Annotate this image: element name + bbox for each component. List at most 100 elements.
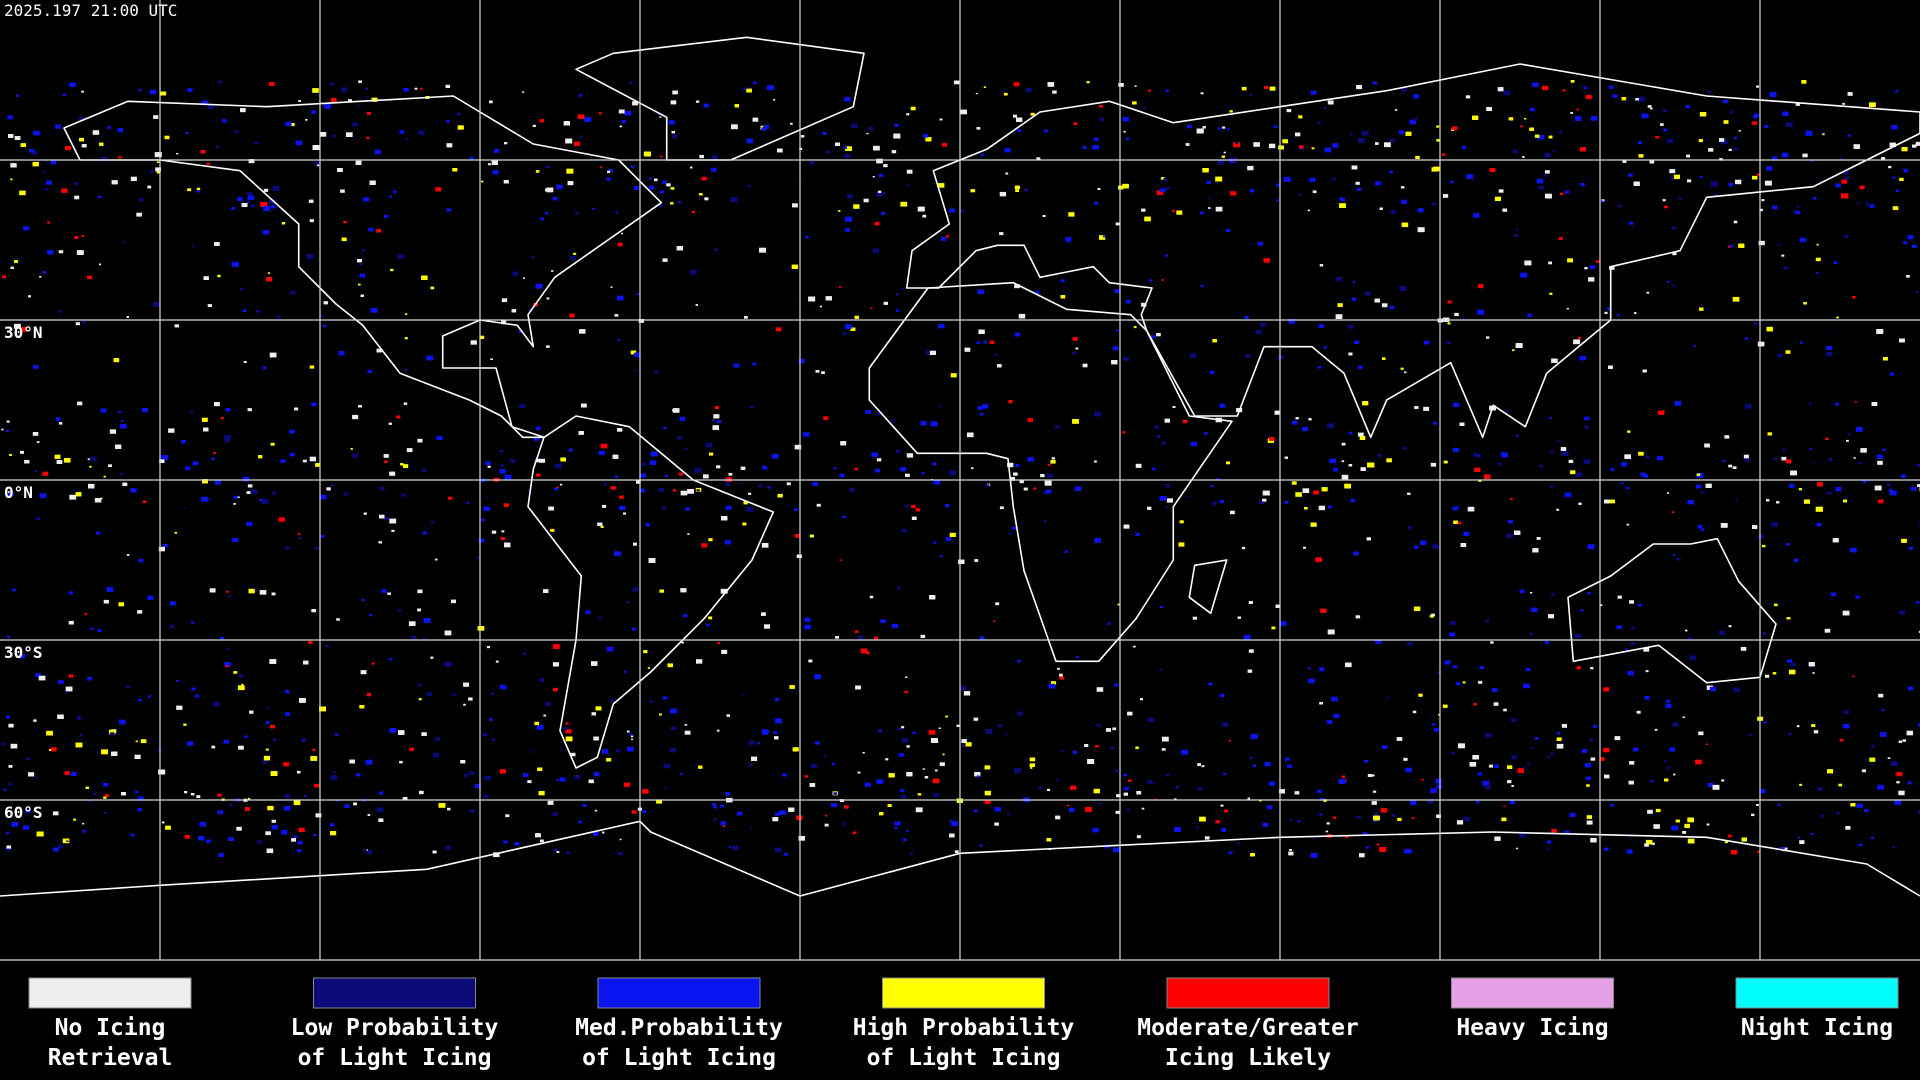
icing-pixel	[619, 125, 622, 128]
icing-pixel	[492, 852, 500, 858]
icing-pixel	[360, 670, 367, 675]
icing-pixel	[1686, 154, 1690, 158]
icing-pixel	[156, 171, 161, 174]
icing-pixel	[911, 516, 917, 520]
icing-pixel	[474, 783, 481, 789]
icing-pixel	[44, 188, 49, 191]
icing-pixel	[838, 286, 842, 288]
icing-pixel	[716, 420, 721, 423]
icing-pixel	[1, 742, 5, 746]
icing-pixel	[504, 542, 511, 548]
icing-pixel	[1267, 805, 1273, 810]
legend-swatch	[313, 977, 476, 1009]
icing-pixel	[1288, 319, 1296, 324]
icing-pixel	[999, 506, 1004, 510]
icing-pixel	[728, 846, 732, 848]
icing-pixel	[1486, 336, 1490, 339]
icing-pixel	[1672, 554, 1676, 556]
icing-pixel	[309, 219, 314, 223]
icing-pixel	[1045, 489, 1052, 494]
icing-pixel	[98, 263, 102, 266]
icing-pixel	[1165, 506, 1169, 508]
icing-pixel	[1040, 474, 1045, 478]
icing-pixel	[511, 309, 517, 313]
icing-pixel	[1796, 725, 1800, 728]
icing-pixel	[378, 818, 384, 822]
icing-pixel	[1351, 165, 1358, 170]
icing-pixel	[103, 796, 107, 799]
icing-pixel	[176, 705, 183, 710]
icing-pixel	[678, 201, 681, 203]
icing-pixel	[36, 517, 41, 521]
icing-pixel	[1442, 704, 1448, 708]
icing-pixel	[1507, 780, 1512, 784]
icing-pixel	[1743, 454, 1749, 459]
icing-pixel	[1567, 258, 1573, 263]
icing-pixel	[319, 132, 327, 137]
icing-pixel	[539, 458, 546, 463]
icing-pixel	[58, 310, 62, 313]
icing-pixel	[398, 730, 405, 735]
icing-pixel	[1086, 81, 1090, 84]
icing-pixel	[1628, 780, 1634, 785]
icing-pixel	[77, 401, 83, 406]
icing-pixel	[1616, 313, 1620, 316]
icing-pixel	[1850, 803, 1856, 807]
icing-pixel	[481, 518, 485, 522]
icing-pixel	[678, 472, 683, 476]
icing-pixel	[263, 188, 269, 192]
icing-pixel	[369, 614, 373, 617]
icing-pixel	[1431, 723, 1436, 726]
icing-pixel	[6, 831, 10, 834]
icing-pixel	[10, 163, 17, 168]
icing-pixel	[239, 287, 244, 291]
icing-pixel	[136, 212, 142, 217]
icing-pixel	[872, 176, 875, 178]
icing-pixel	[560, 457, 566, 462]
icing-pixel	[894, 827, 898, 830]
icing-pixel	[1404, 371, 1407, 374]
icing-pixel	[1876, 454, 1883, 459]
icing-pixel	[1732, 296, 1740, 302]
icing-pixel	[1785, 459, 1792, 464]
icing-pixel	[366, 693, 371, 697]
icing-pixel	[1236, 842, 1240, 845]
icing-pixel	[653, 178, 658, 182]
icing-pixel	[1861, 769, 1866, 773]
icing-pixel	[42, 171, 46, 174]
icing-pixel	[217, 274, 221, 278]
icing-pixel	[253, 590, 257, 592]
icing-pixel	[418, 698, 422, 701]
icing-pixel	[320, 535, 325, 538]
icing-pixel	[1380, 808, 1388, 813]
icing-pixel	[1222, 773, 1226, 776]
icing-pixel	[1688, 636, 1693, 640]
icing-pixel	[119, 723, 122, 726]
icing-pixel	[1607, 307, 1612, 311]
icing-pixel	[7, 848, 11, 851]
icing-pixel	[103, 782, 109, 787]
icing-pixel	[1319, 702, 1323, 705]
icing-pixel	[272, 491, 277, 495]
icing-pixel	[771, 453, 779, 459]
icing-pixel	[660, 155, 663, 158]
icing-pixel	[357, 259, 362, 263]
icing-pixel	[1210, 485, 1214, 488]
icing-pixel	[716, 465, 721, 469]
icing-pixel	[500, 684, 507, 690]
icing-pixel	[3, 788, 7, 791]
icing-pixel	[1676, 557, 1681, 561]
icing-pixel	[1752, 175, 1758, 180]
icing-pixel	[1397, 817, 1402, 821]
icing-pixel	[1587, 592, 1591, 595]
icing-pixel	[1695, 484, 1702, 489]
icing-pixel	[1640, 472, 1645, 476]
icing-pixel	[126, 316, 129, 318]
icing-pixel	[1890, 372, 1895, 376]
icing-pixel	[202, 479, 208, 484]
icing-pixel	[1663, 128, 1668, 132]
icing-pixel	[1753, 115, 1757, 119]
coastline	[63, 95, 663, 439]
icing-pixel	[134, 754, 141, 759]
icing-pixel	[1341, 775, 1346, 778]
